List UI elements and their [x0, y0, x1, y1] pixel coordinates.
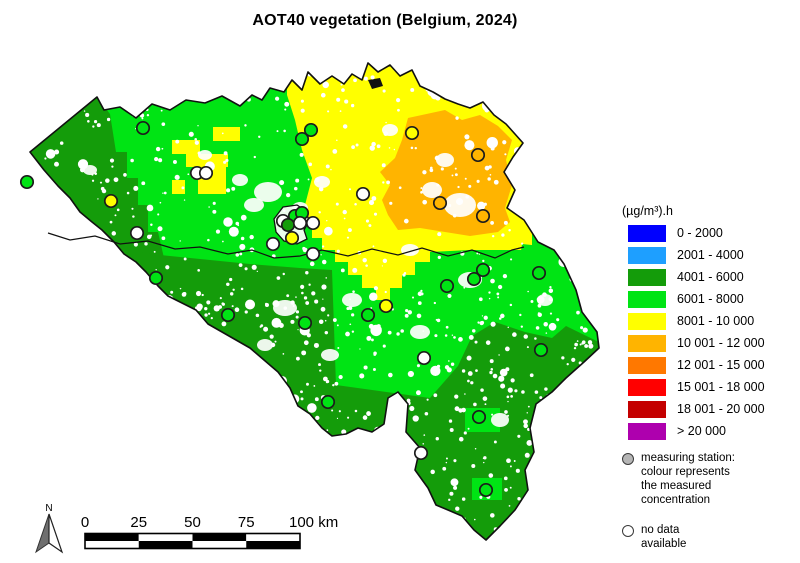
- measuring-station: [478, 482, 494, 498]
- measuring-station: [305, 215, 321, 231]
- scale-bar-tick-label: 100 km: [289, 514, 338, 531]
- measuring-station: [292, 215, 308, 231]
- stations-layer: [19, 120, 549, 498]
- north-arrow-left-half: [35, 513, 50, 554]
- no-data-station-icon: [622, 525, 634, 537]
- measuring-station: [355, 186, 371, 202]
- legend-color-swatch: [628, 290, 666, 308]
- measuring-station: [305, 246, 321, 262]
- legend-color-swatch: [628, 334, 666, 352]
- measuring-station: [320, 394, 336, 410]
- legend-class-row: 15 001 - 18 000: [620, 376, 798, 398]
- measuring-station: [470, 147, 486, 163]
- north-arrow-label: N: [45, 503, 52, 514]
- measuring-station: [533, 342, 549, 358]
- measuring-station: [413, 445, 429, 461]
- legend-color-swatch: [628, 312, 666, 330]
- measuring-station: [471, 409, 487, 425]
- measuring-station: [297, 315, 313, 331]
- legend-class-label: > 20 000: [677, 424, 727, 438]
- legend-class-label: 8001 - 10 000: [677, 314, 755, 328]
- legend-class-label: 15 001 - 18 000: [677, 380, 765, 394]
- measuring-station: [280, 217, 296, 233]
- legend-no-data-note: no data available: [622, 523, 798, 551]
- legend-class-row: 8001 - 10 000: [620, 310, 798, 332]
- measuring-station: [475, 208, 491, 224]
- scale-bar-segment: [192, 541, 247, 549]
- scale-bar-tick-label: 75: [238, 514, 255, 531]
- measuring-station: [19, 174, 35, 190]
- belgium-map: [19, 62, 600, 541]
- legend-class-label: 10 001 - 12 000: [677, 336, 765, 350]
- north-arrow: N: [35, 503, 64, 554]
- scale-bar-segment: [246, 541, 300, 549]
- legend-class-label: 18 001 - 20 000: [677, 402, 765, 416]
- scale-bar-segment: [138, 541, 193, 549]
- measuring-station: [531, 265, 547, 281]
- map-legend: (µg/m³).h 0 - 2000 2001 - 4000 4001 - 6000…: [620, 204, 798, 551]
- legend-class-row: > 20 000: [620, 420, 798, 442]
- scale-bar-tick-label: 0: [81, 514, 89, 531]
- legend-no-data-note-text: no data available: [641, 524, 687, 550]
- legend-class-row: 2001 - 4000: [620, 244, 798, 266]
- measuring-station-icon: [622, 453, 634, 465]
- choropleth-yellow-patches: [172, 127, 240, 194]
- legend-class-label: 2001 - 4000: [677, 248, 744, 262]
- legend-unit-label: (µg/m³).h: [622, 204, 673, 218]
- legend-color-swatch: [628, 224, 666, 242]
- legend-class-row: 12 001 - 15 000: [620, 354, 798, 376]
- legend-color-swatch: [628, 400, 666, 418]
- legend-station-note: measuring station: colour represents the…: [622, 451, 798, 507]
- legend-class-row: 10 001 - 12 000: [620, 332, 798, 354]
- measuring-station: [466, 271, 482, 287]
- scale-bar-tick-label: 25: [130, 514, 147, 531]
- legend-color-swatch: [628, 378, 666, 396]
- measuring-station: [103, 193, 119, 209]
- legend-class-row: 4001 - 6000: [620, 266, 798, 288]
- legend-color-swatch: [628, 422, 666, 440]
- legend-color-swatch: [628, 246, 666, 264]
- scale-bar-segment: [138, 533, 193, 541]
- measuring-station: [135, 120, 151, 136]
- legend-class-label: 0 - 2000: [677, 226, 723, 240]
- legend-class-row: 18 001 - 20 000: [620, 398, 798, 420]
- measuring-station: [432, 195, 448, 211]
- scale-bar-segment: [192, 533, 247, 541]
- page-title: AOT40 vegetation (Belgium, 2024): [252, 12, 518, 29]
- scale-bar-segment: [85, 533, 139, 541]
- legend-class-row: 0 - 2000: [620, 222, 798, 244]
- legend-class-label: 6001 - 8000: [677, 292, 744, 306]
- scale-bar: 0 25 50 75 100 km: [81, 514, 338, 550]
- scale-bar-segment: [85, 541, 139, 549]
- measuring-station: [198, 165, 214, 181]
- scale-bar-tick-label: 50: [184, 514, 201, 531]
- legend-station-note-text: measuring station: colour represents the…: [641, 452, 735, 506]
- measuring-station: [148, 270, 164, 286]
- city-black-patch: [368, 78, 383, 89]
- legend-color-swatch: [628, 356, 666, 374]
- measuring-station: [129, 225, 145, 241]
- measuring-station: [360, 307, 376, 323]
- measuring-station: [416, 350, 432, 366]
- measuring-station: [294, 131, 310, 147]
- measuring-station: [284, 230, 300, 246]
- measuring-station: [265, 236, 281, 252]
- measuring-station: [303, 122, 319, 138]
- legend-class-label: 4001 - 6000: [677, 270, 744, 284]
- measuring-station: [220, 307, 236, 323]
- scale-bar-segment: [246, 533, 300, 541]
- legend-classes: 0 - 2000 2001 - 4000 4001 - 6000 6001 - 800…: [620, 222, 798, 442]
- legend-color-swatch: [628, 268, 666, 286]
- legend-class-label: 12 001 - 15 000: [677, 358, 765, 372]
- country-border: [29, 62, 600, 541]
- measuring-station: [475, 262, 491, 278]
- scale-bar-frame: [84, 532, 301, 550]
- measuring-station: [439, 278, 455, 294]
- legend-class-row: 6001 - 8000: [620, 288, 798, 310]
- north-arrow-right-half: [48, 513, 64, 554]
- measuring-station: [404, 125, 420, 141]
- region-border: [47, 232, 525, 259]
- measuring-station: [378, 298, 394, 314]
